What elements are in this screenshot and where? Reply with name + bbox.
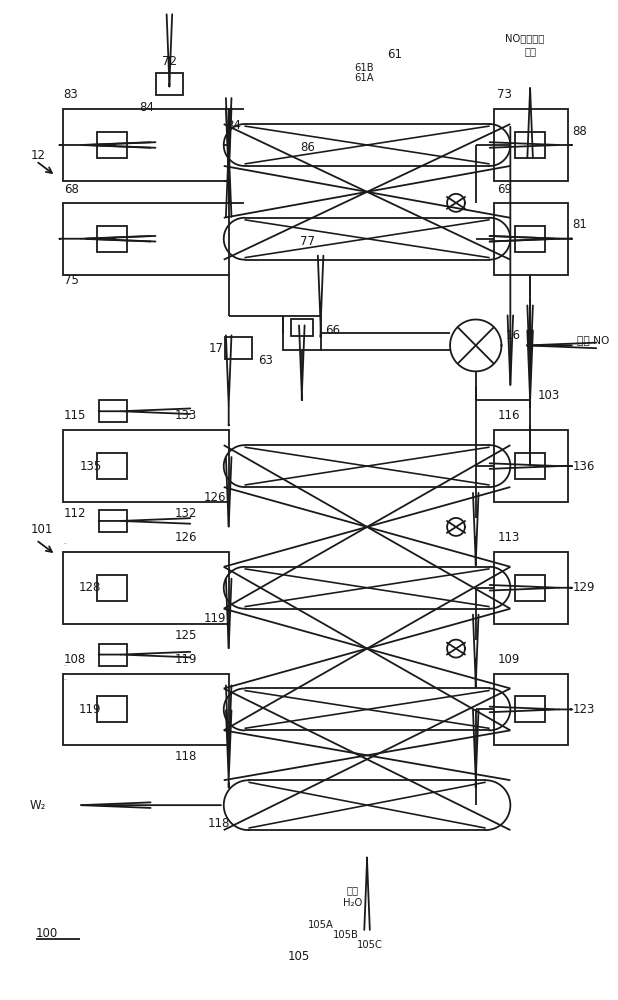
Text: 105B: 105B bbox=[332, 930, 358, 940]
Text: 73: 73 bbox=[497, 88, 512, 101]
Text: 68: 68 bbox=[64, 183, 78, 196]
Bar bbox=[515, 696, 545, 722]
Text: 105A: 105A bbox=[308, 920, 334, 930]
Text: 126: 126 bbox=[204, 491, 226, 504]
Text: 产品: 产品 bbox=[524, 46, 536, 56]
Bar bbox=[99, 644, 127, 666]
Text: 12: 12 bbox=[31, 149, 46, 162]
Text: W₂: W₂ bbox=[30, 799, 46, 812]
Text: 119: 119 bbox=[174, 653, 197, 666]
Text: 84: 84 bbox=[227, 119, 242, 132]
Text: 123: 123 bbox=[573, 703, 595, 716]
Text: 129: 129 bbox=[573, 581, 595, 594]
Text: 69: 69 bbox=[497, 183, 512, 196]
Text: 125: 125 bbox=[174, 629, 197, 642]
Text: 84: 84 bbox=[140, 101, 154, 114]
Text: 132: 132 bbox=[174, 507, 197, 520]
Text: 135: 135 bbox=[79, 460, 101, 473]
Text: 81: 81 bbox=[573, 218, 588, 231]
Text: 77: 77 bbox=[300, 235, 315, 248]
Text: 1132: 1132 bbox=[64, 543, 67, 544]
Bar bbox=[62, 674, 229, 745]
Text: 61A: 61A bbox=[354, 73, 374, 83]
Text: 72: 72 bbox=[162, 55, 177, 68]
Text: 133: 133 bbox=[174, 409, 197, 422]
Text: 103: 103 bbox=[538, 389, 561, 402]
Bar bbox=[97, 575, 127, 601]
Bar bbox=[99, 400, 127, 422]
Bar bbox=[494, 109, 568, 181]
Bar bbox=[494, 552, 568, 624]
Bar bbox=[97, 226, 127, 252]
Text: 75: 75 bbox=[64, 274, 78, 287]
Text: H₂O: H₂O bbox=[342, 898, 362, 908]
Text: 101: 101 bbox=[31, 523, 53, 536]
Text: 118: 118 bbox=[174, 750, 197, 763]
Bar bbox=[156, 73, 183, 95]
Bar bbox=[62, 203, 229, 275]
Text: 105C: 105C bbox=[357, 940, 383, 950]
Text: 100: 100 bbox=[36, 927, 58, 940]
Bar bbox=[62, 109, 229, 181]
Text: 61: 61 bbox=[387, 48, 402, 61]
Text: 86: 86 bbox=[300, 141, 315, 154]
Bar bbox=[494, 674, 568, 745]
Bar bbox=[62, 430, 229, 502]
Bar bbox=[515, 226, 545, 252]
Text: NO（气体）: NO（气体） bbox=[506, 33, 544, 43]
Text: 61B: 61B bbox=[354, 63, 374, 73]
Bar bbox=[225, 337, 252, 359]
Text: 118: 118 bbox=[208, 817, 230, 830]
Text: 136: 136 bbox=[573, 460, 595, 473]
Text: 63: 63 bbox=[258, 354, 273, 367]
Bar bbox=[494, 203, 568, 275]
Bar bbox=[515, 453, 545, 479]
Text: 16: 16 bbox=[506, 329, 520, 342]
Text: 原料 NO: 原料 NO bbox=[577, 335, 609, 345]
Text: 原料: 原料 bbox=[346, 885, 358, 895]
Text: 66: 66 bbox=[326, 324, 341, 337]
Bar bbox=[97, 453, 127, 479]
Bar bbox=[515, 575, 545, 601]
Bar bbox=[291, 319, 313, 336]
Text: 113: 113 bbox=[497, 531, 520, 544]
Bar bbox=[515, 132, 545, 158]
Text: 119: 119 bbox=[79, 703, 101, 716]
Text: 112: 112 bbox=[64, 507, 86, 520]
Text: 126: 126 bbox=[174, 531, 197, 544]
Text: 105: 105 bbox=[288, 950, 310, 963]
Text: 115: 115 bbox=[64, 409, 86, 422]
Bar bbox=[97, 696, 127, 722]
Text: 109: 109 bbox=[497, 653, 520, 666]
Bar bbox=[62, 552, 229, 624]
Text: 128: 128 bbox=[79, 581, 101, 594]
Bar bbox=[494, 430, 568, 502]
Text: 116: 116 bbox=[497, 409, 520, 422]
Text: 17: 17 bbox=[209, 342, 224, 355]
Text: 83: 83 bbox=[64, 88, 78, 101]
Text: 88: 88 bbox=[573, 125, 587, 138]
Text: 119: 119 bbox=[204, 612, 226, 625]
Text: 1125: 1125 bbox=[64, 665, 67, 666]
Text: 108: 108 bbox=[64, 653, 86, 666]
Bar bbox=[283, 316, 321, 350]
Bar bbox=[99, 510, 127, 532]
Bar bbox=[97, 132, 127, 158]
